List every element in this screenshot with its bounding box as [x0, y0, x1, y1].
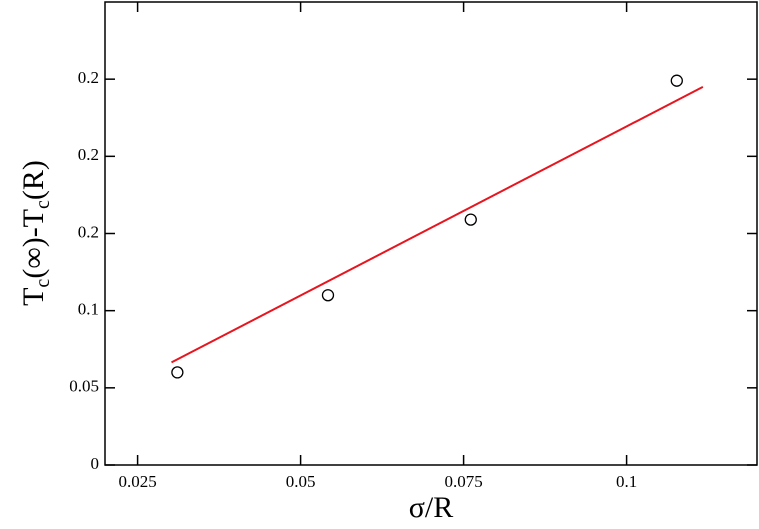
- x-tick-label: 0.075: [444, 472, 482, 491]
- y-tick-label: 0.2: [78, 145, 99, 164]
- y-tick-label: 0.2: [78, 68, 99, 87]
- y-label-part: (R): [17, 160, 50, 200]
- plot-frame: [104, 1, 758, 466]
- x-axis-label: σ/R: [409, 491, 454, 524]
- fit-line: [171, 85, 704, 364]
- y-label-sub: c: [32, 279, 54, 288]
- point: [171, 366, 184, 379]
- x-tick-label: 0.1: [616, 472, 637, 491]
- point: [670, 74, 683, 87]
- y-tick-label: 0: [91, 454, 100, 473]
- x-tick-label: 0.025: [118, 472, 156, 491]
- y-tick-label: 0.2: [78, 222, 99, 241]
- x-tick-label: 0.05: [286, 472, 316, 491]
- y-tick-label: 0.05: [69, 377, 99, 396]
- y-label-part: (∞)-T: [17, 209, 50, 279]
- point: [464, 213, 477, 226]
- y-label-part: T: [17, 288, 50, 306]
- y-axis-label: Tc(∞)-Tc(R): [17, 160, 54, 306]
- y-tick-label: 0.1: [78, 300, 99, 319]
- point: [321, 289, 335, 302]
- y-label-sub: c: [32, 200, 54, 209]
